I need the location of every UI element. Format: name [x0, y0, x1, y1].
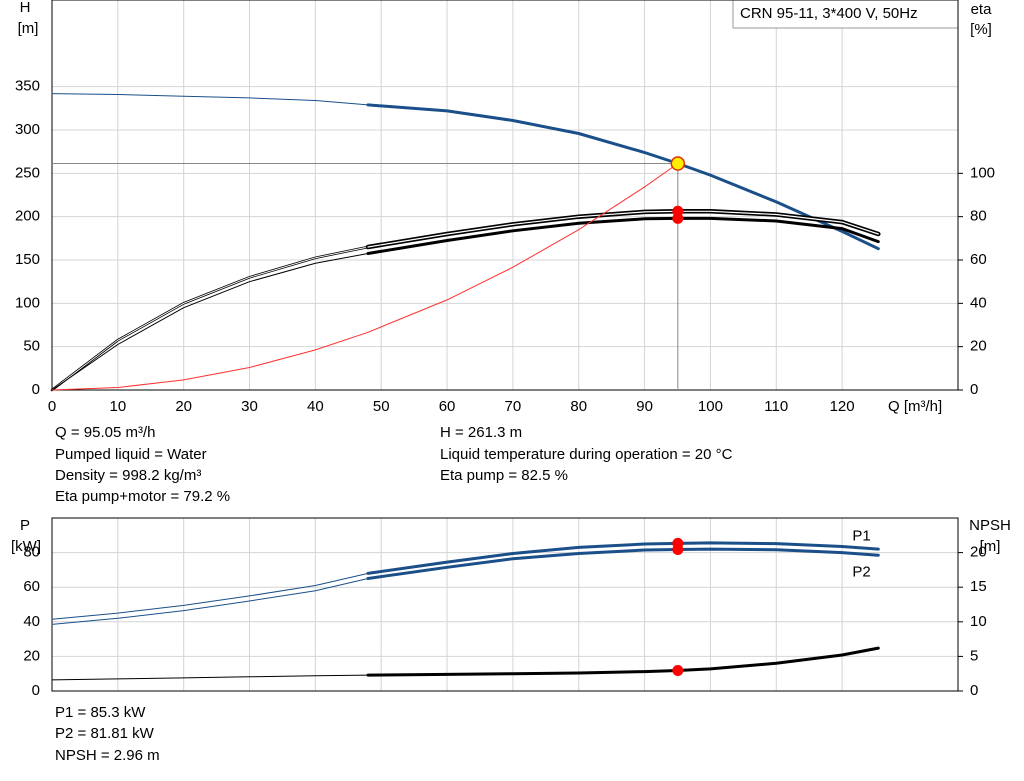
x-tick-label: 90 [636, 398, 653, 415]
y-tick-label: 0 [32, 381, 40, 398]
y-axis-label: [kW] [11, 538, 41, 555]
curve-thin-inner [51, 246, 369, 391]
info-text: Density = 998.2 kg/m³ [55, 467, 201, 484]
y-tick-label: 300 [15, 121, 40, 138]
x-tick-label: 0 [48, 398, 56, 415]
y-tick-label: 40 [23, 613, 40, 630]
y-tick-label: 350 [15, 78, 40, 95]
curve-thick [366, 646, 880, 677]
y-tick-label: 80 [23, 544, 40, 561]
y2-tick-label: 5 [970, 647, 978, 664]
y2-tick-label: 40 [970, 294, 987, 311]
y2-tick-label: 0 [970, 381, 978, 398]
y-tick-label: 250 [15, 164, 40, 181]
y-tick-label: 150 [15, 251, 40, 268]
x-tick-label: 70 [505, 398, 522, 415]
y-axis-label: P [20, 517, 30, 534]
y2-tick-label: 0 [970, 682, 978, 699]
curve-thin [51, 93, 369, 106]
plot-frame [51, 0, 959, 391]
curve-thick-inner [367, 210, 879, 248]
info-text: P1 = 85.3 kW [55, 704, 146, 721]
x-tick-label: 30 [241, 398, 258, 415]
y2-tick-label: 100 [970, 164, 995, 181]
y-tick-label: 200 [15, 208, 40, 225]
operating-point [672, 543, 684, 555]
info-text: Pumped liquid = Water [55, 446, 207, 463]
x-tick-label: 110 [764, 398, 788, 415]
x-tick-label: 20 [175, 398, 192, 415]
curve-thick [366, 103, 880, 251]
title: CRN 95-11, 3*400 V, 50Hz [740, 5, 918, 22]
info-text: Eta pump+motor = 79.2 % [55, 488, 230, 505]
y-tick-label: 100 [15, 294, 40, 311]
info-text: Eta pump = 82.5 % [440, 467, 568, 484]
info-text: Q = 95.05 m³/h [55, 424, 155, 441]
x-tick-label: 10 [109, 398, 126, 415]
info-text: NPSH = 2.96 m [55, 747, 160, 764]
curve-thin [51, 578, 369, 625]
y-axis-label: H [20, 0, 31, 16]
y2-axis-label: [%] [970, 21, 992, 38]
x-tick-label: 120 [830, 398, 855, 415]
y2-tick-label: 10 [970, 613, 987, 630]
curve-thick [366, 216, 880, 255]
series-label: P2 [852, 564, 870, 581]
y2-tick-label: 20 [970, 544, 987, 561]
y2-tick-label: 80 [970, 208, 987, 225]
curve-thin [51, 253, 369, 391]
y2-axis-label: eta [971, 1, 993, 18]
curve-thin [50, 245, 370, 392]
y-tick-label: 20 [23, 647, 40, 664]
title-box [732, 0, 959, 29]
x-tick-label: 60 [439, 398, 456, 415]
plot-frame [51, 517, 959, 692]
x-tick-label: 100 [698, 398, 723, 415]
x-tick-label: 40 [307, 398, 324, 415]
operating-point [672, 665, 684, 677]
curve-thin [51, 674, 369, 681]
x-tick-label: 50 [373, 398, 390, 415]
y-tick-label: 60 [23, 578, 40, 595]
info-text: Liquid temperature during operation = 20… [440, 446, 733, 463]
y2-axis-label: NPSH [969, 517, 1011, 534]
y-tick-label: 50 [23, 338, 40, 355]
y-tick-label: 0 [32, 682, 40, 699]
info-text: P2 = 81.81 kW [55, 725, 155, 742]
y2-axis-label: [m] [980, 538, 1001, 555]
operating-point [672, 212, 684, 224]
info-text: H = 261.3 m [440, 424, 522, 441]
series-label: P1 [852, 528, 870, 545]
curve-thick [366, 541, 880, 575]
y2-tick-label: 20 [970, 338, 987, 355]
curve-thick [366, 547, 880, 580]
x-axis-label: Q [m³/h] [888, 398, 942, 415]
x-tick-label: 80 [570, 398, 587, 415]
curve-thin [51, 572, 369, 620]
operating-point [670, 156, 686, 171]
y2-tick-label: 60 [970, 251, 987, 268]
y2-tick-label: 15 [970, 578, 987, 595]
y-axis-label: [m] [18, 20, 39, 37]
system-curve [51, 163, 679, 391]
